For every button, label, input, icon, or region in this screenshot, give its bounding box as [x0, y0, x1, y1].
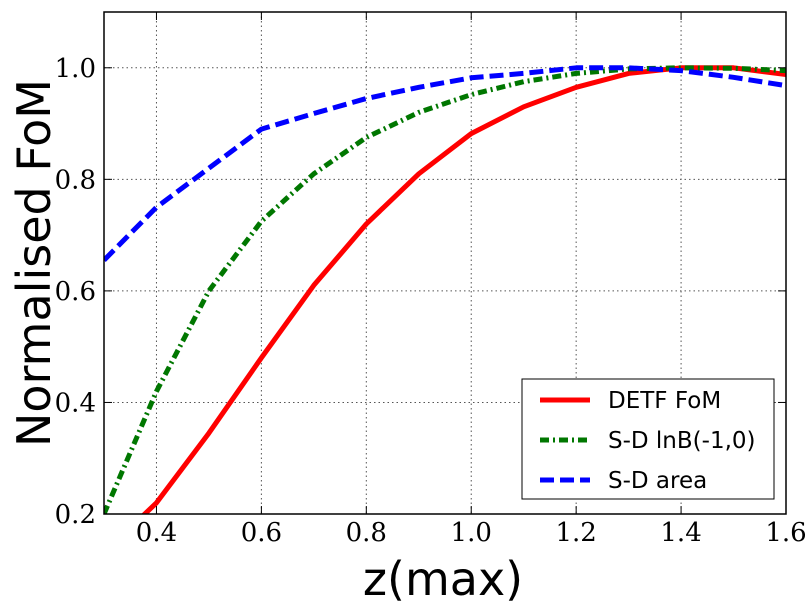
legend: DETF FoM S-D lnB(-1,0) S-D area [521, 378, 775, 500]
series-line-s-d-area [104, 65, 786, 262]
x-axis-title: z(max) [363, 552, 523, 606]
x-tick-label: 0.8 [346, 518, 387, 548]
x-tick-label: 0.6 [241, 518, 282, 548]
legend-label-sd-lnb: S-D lnB(-1,0) [608, 428, 756, 454]
legend-swatches [540, 397, 590, 483]
y-tick-label: 0.6 [55, 277, 96, 307]
plot-frame [103, 11, 787, 515]
x-tick-label: 1.4 [660, 518, 701, 548]
x-tick-label: 1.0 [451, 518, 492, 548]
y-tick-label: 0.4 [55, 388, 96, 418]
series-lines [104, 65, 786, 514]
y-tick-label: 0.2 [55, 500, 96, 530]
y-tick-label: 1.0 [55, 54, 96, 84]
x-tick-label: 1.6 [765, 518, 806, 548]
y-tick-label: 0.8 [55, 165, 96, 195]
axis-ticks: 0.4 0.6 0.8 1.0 1.2 1.4 1.6 0.2 0.4 0.6 0.8 1.0 [55, 12, 807, 548]
legend-label-detf-fom: DETF FoM [608, 388, 721, 414]
x-tick-label: 1.2 [555, 518, 596, 548]
y-axis-title: Normalised FoM [7, 79, 61, 447]
x-tick-label: 0.4 [136, 518, 177, 548]
legend-label-sd-area: S-D area [608, 468, 707, 494]
